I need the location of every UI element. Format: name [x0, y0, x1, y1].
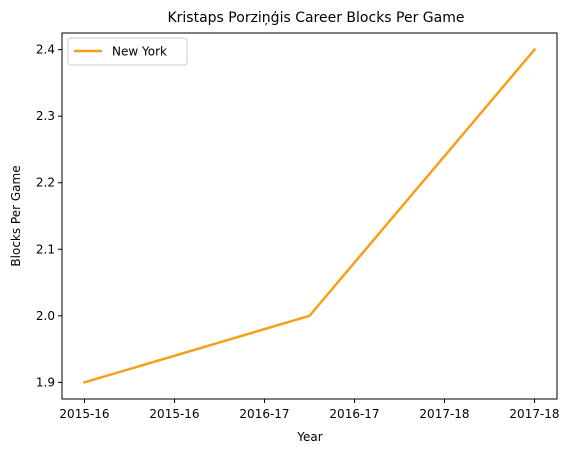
- chart-title: Kristaps Porziņģis Career Blocks Per Gam…: [167, 10, 464, 26]
- y-tick-label: 2.0: [36, 309, 55, 323]
- x-tick-label: 2015-16: [59, 407, 109, 421]
- x-tick-label: 2017-18: [419, 407, 469, 421]
- y-axis-label: Blocks Per Game: [9, 165, 23, 266]
- plot-area: [61, 32, 558, 400]
- legend-box: [67, 37, 188, 66]
- x-tick-label: 2016-17: [239, 407, 289, 421]
- x-tick-label: 2015-16: [149, 407, 199, 421]
- y-tick-label: 2.1: [36, 242, 55, 256]
- legend: New York: [67, 37, 188, 66]
- y-tick-label: 2.3: [36, 109, 55, 123]
- y-tick-label: 1.9: [36, 375, 55, 389]
- y-tick-label: 2.4: [36, 43, 55, 57]
- series-line-new-york: [82, 47, 537, 384]
- x-tick-label: 2016-17: [329, 407, 379, 421]
- x-axis: 2015-16 2015-16 2016-17 2016-17 2017-18 2017-…: [59, 399, 560, 421]
- legend-label-new-york: New York: [112, 45, 167, 59]
- y-axis: 1.9 2.0 2.1 2.2 2.3 2.4: [36, 43, 62, 389]
- series-layer: [82, 47, 537, 384]
- y-tick-label: 2.2: [36, 176, 55, 190]
- x-tick-label: 2017-18: [509, 407, 559, 421]
- x-axis-label: Year: [296, 430, 322, 444]
